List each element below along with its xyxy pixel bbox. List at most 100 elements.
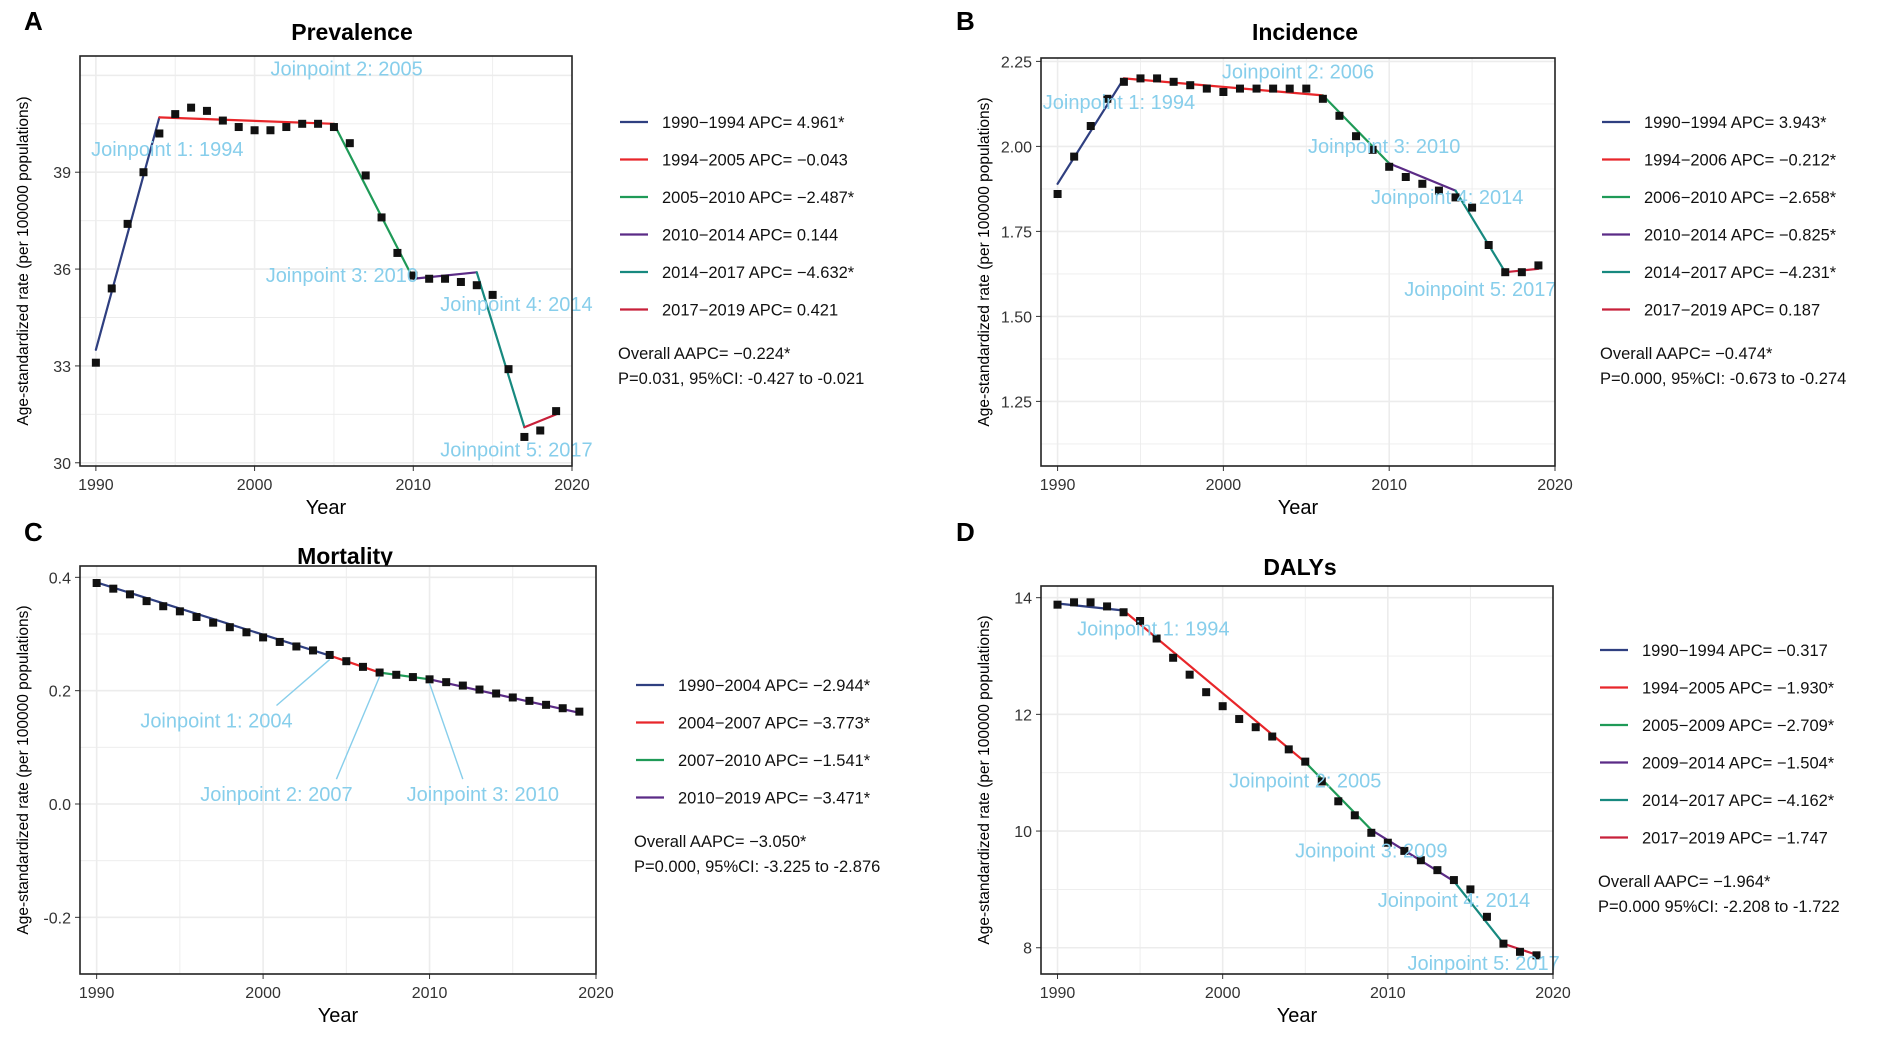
overall-aapc: Overall AAPC= −0.474* (1600, 345, 1773, 363)
data-point (218, 116, 227, 125)
data-point (1383, 838, 1392, 847)
y-tick-label: 30 (53, 456, 71, 473)
data-point (1400, 846, 1409, 855)
data-point (1285, 84, 1294, 93)
joinpoint-annotation: Joinpoint 5: 2017 (1404, 279, 1556, 301)
data-point (393, 248, 402, 257)
data-point (171, 110, 180, 119)
data-point (266, 126, 275, 135)
data-point (558, 704, 567, 713)
joinpoint-annotation: Joinpoint 5: 2017 (1407, 953, 1559, 975)
plot-area (80, 566, 596, 974)
data-point (520, 432, 529, 441)
legend-entry: 2009−2014 APC= −1.504* (1642, 755, 1835, 773)
data-point (508, 693, 517, 702)
legend-entry: 1994−2005 APC= −1.930* (1642, 680, 1835, 698)
data-point (1317, 777, 1326, 786)
x-axis-label: Year (318, 1005, 359, 1027)
data-point (298, 119, 307, 128)
data-point (275, 637, 284, 646)
joinpoint-annotation: Joinpoint 3: 2010 (407, 784, 559, 806)
x-tick-label: 2010 (412, 985, 448, 1002)
data-point (1119, 608, 1128, 617)
panel-c: C Mortality 1990 2000 2010 2020 -0.2 0.0 0.2 0.4 Y… (15, 517, 880, 1027)
data-point (552, 407, 561, 416)
data-point (1466, 885, 1475, 894)
legend-entry: 2017−2019 APC= 0.421 (662, 302, 838, 320)
legend-entry: 1990−1994 APC= −0.317 (1642, 642, 1828, 660)
data-point (107, 284, 116, 293)
overall-aapc: Overall AAPC= −1.964* (1598, 873, 1771, 891)
data-point (282, 123, 291, 132)
data-point (1335, 111, 1344, 120)
segment-line (328, 654, 381, 674)
overall-ci: P=0.000 95%CI: -2.208 to -1.722 (1598, 898, 1840, 916)
data-point (1219, 88, 1228, 96)
data-point (375, 668, 384, 677)
legend-entry: 2004−2007 APC= −3.773* (678, 715, 871, 733)
data-point (441, 274, 450, 283)
x-tick-label: 1990 (78, 477, 114, 494)
data-point (1367, 828, 1376, 837)
data-point (314, 119, 323, 128)
legend-entry: 2007−2010 APC= −1.541* (678, 752, 871, 770)
y-tick-label: 39 (53, 165, 71, 182)
data-point (187, 103, 196, 112)
joinpoint-annotation: Joinpoint 3: 2010 (1308, 136, 1460, 158)
y-tick-label: 0.4 (49, 570, 71, 587)
data-point (1499, 939, 1508, 948)
x-tick-label: 1990 (1040, 985, 1076, 1002)
data-point (109, 584, 118, 593)
joinpoint-annotation: Joinpoint 3: 2009 (1295, 840, 1447, 862)
data-point (425, 675, 434, 684)
joinpoint-annotation: Joinpoint 5: 2017 (440, 439, 592, 461)
data-point (329, 123, 338, 132)
plot-frame (1040, 57, 1556, 467)
data-point (1153, 74, 1162, 83)
data-point (309, 646, 318, 655)
y-tick-label: 2.00 (1001, 139, 1032, 156)
plot-area (80, 56, 572, 466)
data-point (209, 618, 218, 627)
data-point (1418, 179, 1427, 188)
joinpoint-annotation: Joinpoint 4: 2014 (1378, 890, 1530, 912)
data-point (358, 662, 367, 671)
data-point (575, 707, 584, 716)
x-tick-label: 2010 (1370, 985, 1406, 1002)
joinpoint-annotation: Joinpoint 4: 2014 (1371, 187, 1523, 209)
data-point (259, 633, 268, 642)
data-point (1517, 268, 1526, 277)
data-point (159, 602, 168, 611)
data-point (1152, 634, 1161, 643)
segment-line (1304, 761, 1373, 831)
data-point (175, 607, 184, 616)
data-point (345, 139, 354, 148)
y-axis-label: Age-standardized rate (per 100000 popula… (15, 605, 32, 934)
x-tick-label: 2000 (1205, 985, 1241, 1002)
joinpoint-annotation: Joinpoint 1: 2004 (140, 711, 292, 733)
data-point (325, 650, 334, 659)
segment-line (94, 116, 161, 351)
data-point (1318, 94, 1327, 103)
y-tick-label: 0.0 (49, 797, 71, 814)
x-tick-label: 2020 (1535, 985, 1571, 1002)
data-point (1284, 745, 1293, 754)
overall-ci: P=0.000, 95%CI: -3.225 to -2.876 (634, 858, 880, 876)
data-point (1103, 94, 1112, 103)
legend-entry: 2017−2019 APC= 0.187 (1644, 302, 1820, 320)
data-point (1350, 811, 1359, 820)
x-tick-label: 1990 (79, 985, 115, 1002)
y-tick-label: 14 (1014, 591, 1032, 608)
panel-d: D DALYs 1990 2000 2010 2020 8 10 12 14 Year Age-sta… (956, 517, 1840, 1027)
annotation-leader (276, 659, 331, 707)
data-point (1235, 715, 1244, 724)
data-point (475, 685, 484, 694)
data-point (1401, 173, 1410, 181)
data-point (377, 213, 386, 222)
y-tick-label: 12 (1014, 707, 1032, 724)
data-point (1385, 162, 1394, 171)
data-point (1368, 145, 1377, 154)
data-point (1468, 203, 1477, 212)
y-axis-label: Age-standardized rate (per 100000 popula… (976, 97, 993, 426)
data-point (123, 219, 132, 228)
